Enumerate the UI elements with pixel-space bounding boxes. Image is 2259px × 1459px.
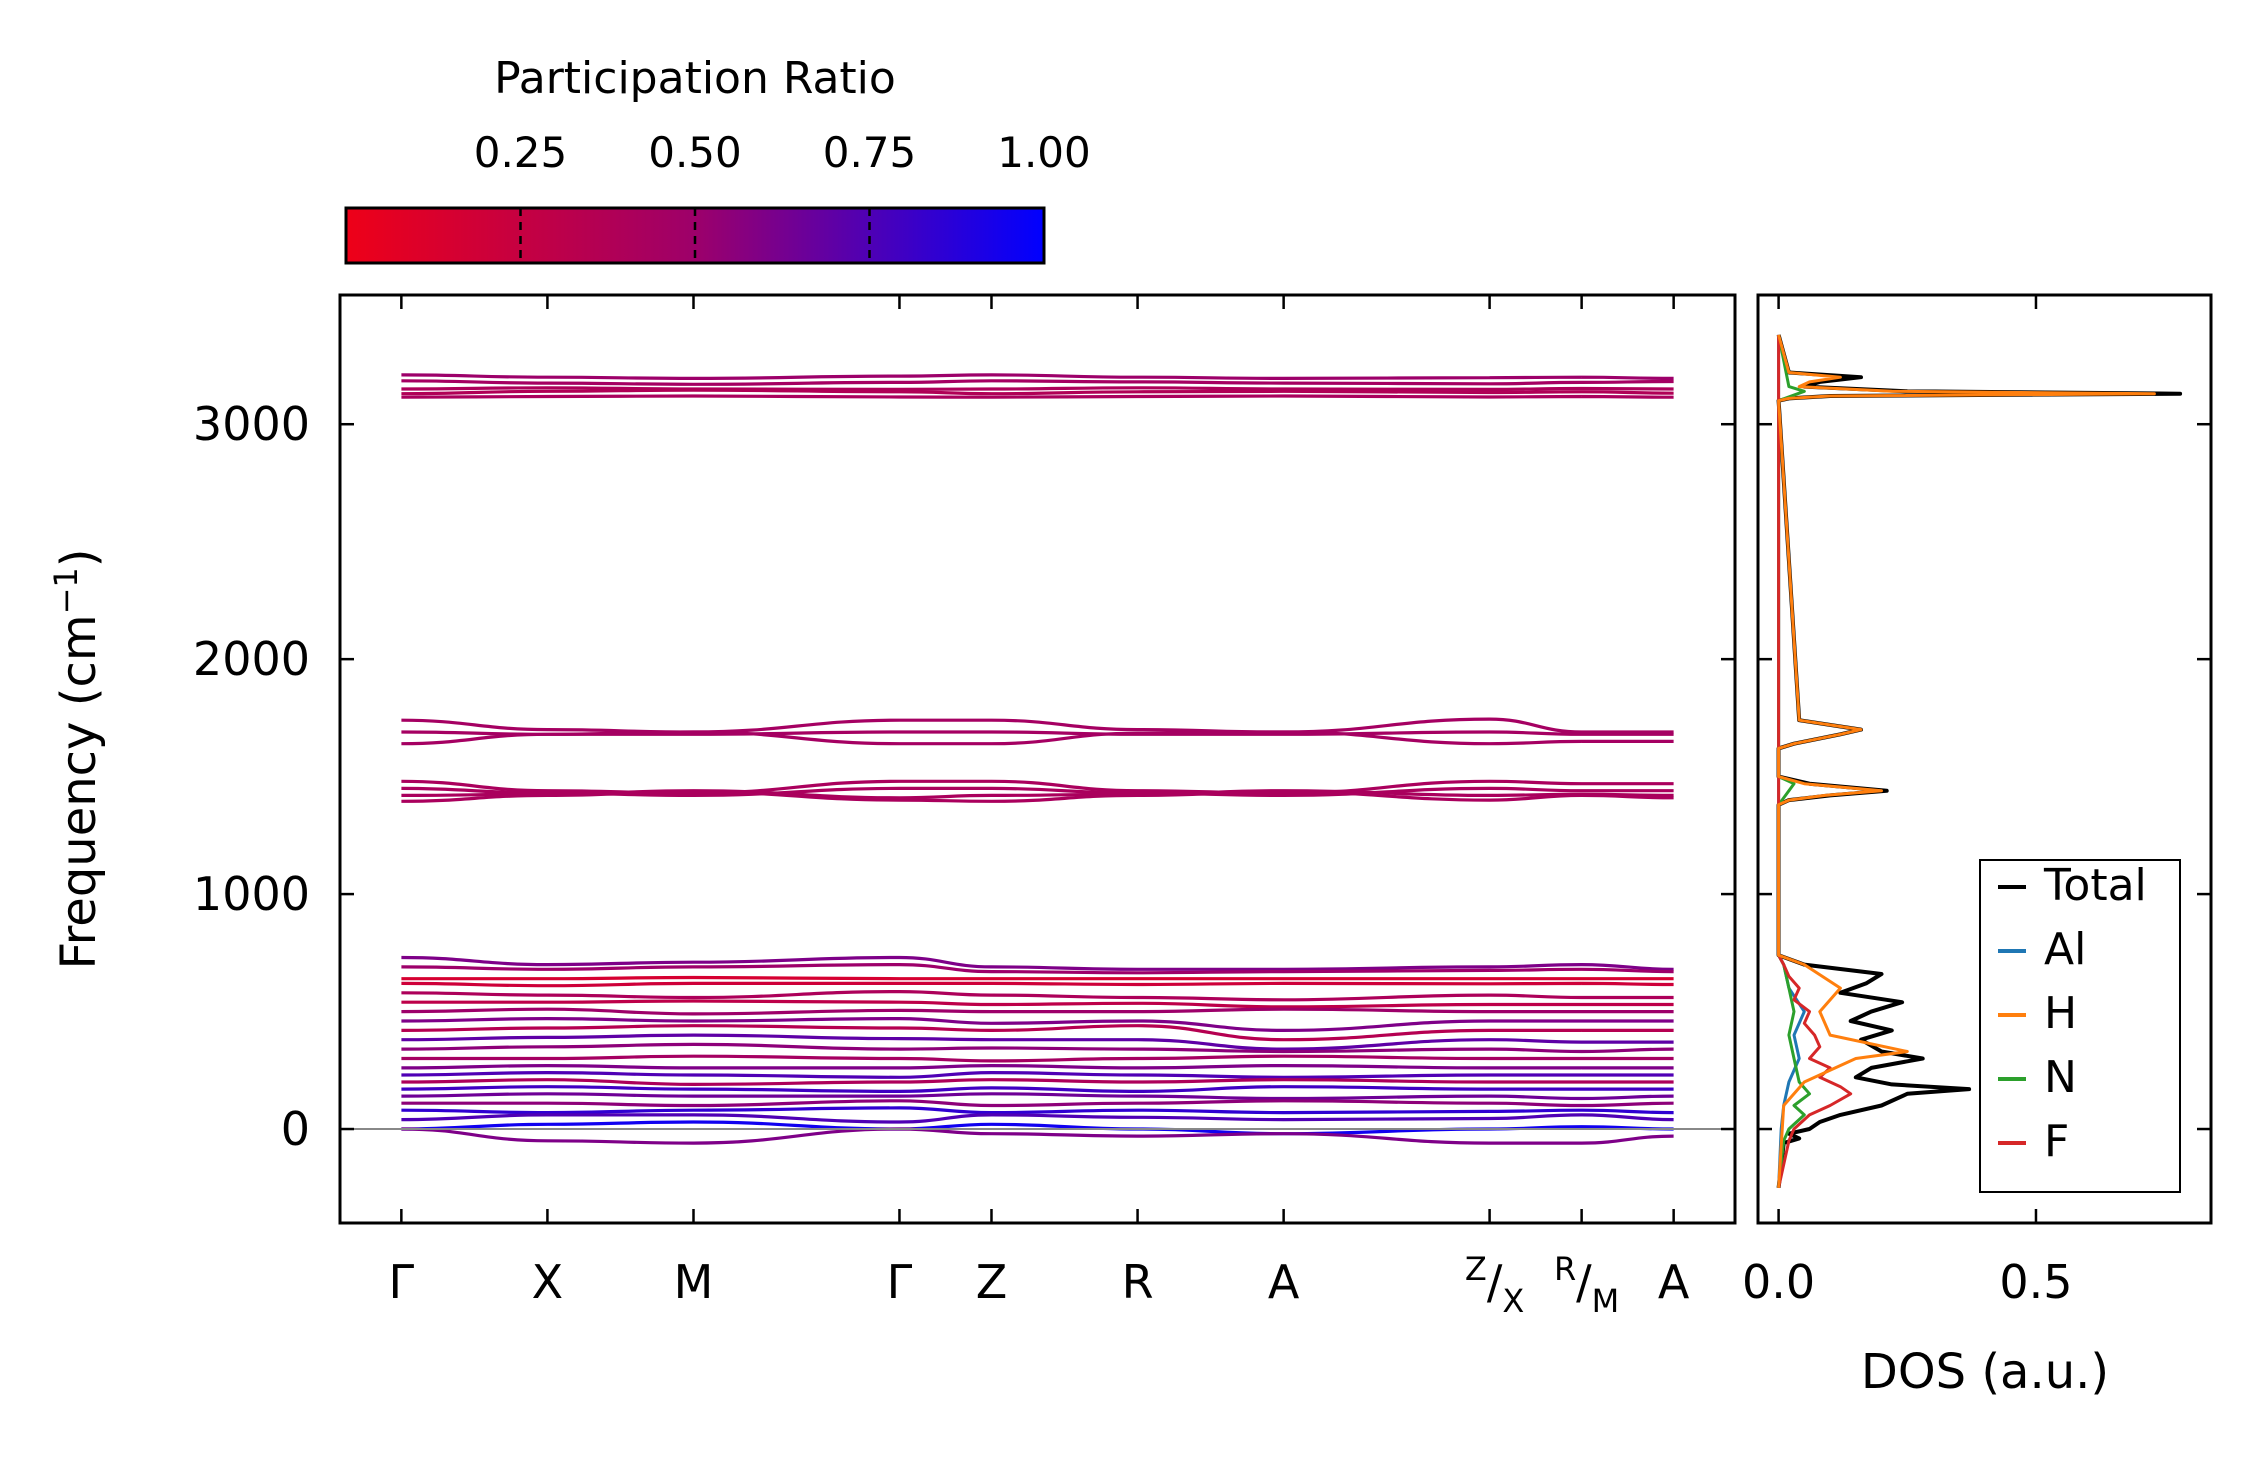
phonon-band: [401, 730, 1674, 746]
kpath-label: R/M: [1554, 1250, 1619, 1320]
phonon-band: [401, 1042, 1674, 1054]
frequency-axis-label: Frequency (cm−1): [47, 548, 107, 969]
dos-tick-label: 0.0: [1742, 1255, 1815, 1309]
dos-series-f: [1777, 334, 1853, 1189]
phonon-band: [401, 386, 1674, 392]
phonon-band: [401, 1033, 1674, 1051]
kpath-label: X: [532, 1255, 564, 1309]
phonon-band: [401, 962, 1674, 975]
kpath-label: A: [1268, 1255, 1300, 1309]
phonon-band: [401, 1070, 1674, 1079]
kpath-labels: Γ X M Γ Z R A Z/X R/M A: [389, 1250, 1690, 1320]
phonon-band: [401, 1024, 1674, 1042]
phonon-band: [401, 1099, 1674, 1108]
legend-box: [1979, 859, 2181, 1193]
frequency-tick-label: 3000: [193, 397, 310, 451]
kpath-label: A: [1658, 1255, 1690, 1309]
phonon-band: [401, 394, 1674, 399]
legend-label-h: H: [2044, 988, 2077, 1039]
phonon-band: [401, 373, 1674, 381]
kpath-label: Γ: [389, 1255, 415, 1309]
band-axis-ticks: [340, 295, 1735, 1223]
phonon-band: [401, 1007, 1674, 1016]
band-axes-frame: [338, 293, 1737, 1225]
phonon-band: [401, 1106, 1674, 1115]
colorbar-ticks: 0.25 0.50 0.75 1.00: [474, 128, 1091, 263]
legend-label-f: F: [2044, 1116, 2069, 1167]
phonon-band: [401, 388, 1674, 396]
kpath-label: Z/X: [1465, 1250, 1524, 1320]
phonon-band: [401, 1016, 1674, 1033]
legend-label-al: Al: [2044, 924, 2086, 975]
phonon-band: [401, 1113, 1674, 1124]
colorbar-tick-label: 0.75: [823, 128, 917, 177]
phonon-band: [401, 981, 1674, 988]
dos-panel: 0.0 0.5 DOS (a.u.) Total Al HNF: [1742, 293, 2213, 1400]
phonon-band: [401, 790, 1674, 803]
colorbar-tick-label: 0.50: [648, 128, 742, 177]
band-lines: [401, 373, 1674, 1145]
dos-axes-frame: [1756, 293, 2213, 1225]
dos-tick-label: 0.5: [1999, 1255, 2072, 1309]
colorbar-title: Participation Ratio: [494, 53, 896, 104]
phonon-band: [401, 1054, 1674, 1063]
phonon-band: [401, 975, 1674, 981]
phonon-band: [401, 1063, 1674, 1070]
dos-axis-ticks: 0.0 0.5: [1742, 295, 2211, 1309]
colorbar-tick-label: 1.00: [997, 128, 1091, 177]
kpath-label: Z: [976, 1255, 1008, 1309]
dos-axis-label: DOS (a.u.): [1861, 1344, 2109, 1400]
dos-lines: [1776, 334, 2183, 1189]
phonon-band: [401, 1120, 1674, 1136]
kpath-label: M: [674, 1255, 714, 1309]
colorbar-tick-label: 0.25: [474, 128, 568, 177]
phonon-band: [401, 717, 1674, 734]
kpath-label: R: [1122, 1255, 1154, 1309]
dos-series-h: [1777, 334, 2156, 1188]
phonon-band: [401, 989, 1674, 1002]
legend-label-n: N: [2044, 1052, 2077, 1103]
phonon-band: [401, 999, 1674, 1009]
frequency-tick-labels: 0 1000 2000 3000: [193, 397, 310, 1156]
phonon-band: [401, 1127, 1674, 1145]
frequency-tick-label: 0: [281, 1102, 310, 1156]
dos-legend: Total Al HNF: [1979, 859, 2181, 1193]
phonon-band: [401, 1085, 1674, 1094]
legend-label-total: Total: [2043, 860, 2147, 911]
frequency-tick-label: 1000: [193, 867, 310, 921]
band-structure-panel: Γ X M Γ Z R A Z/X R/M A 0 1000 2000 3000 Frequency (…: [47, 293, 1737, 1320]
colorbar: Participation Ratio 0.25 0.50 0.75 1.00: [344, 53, 1091, 265]
phonon-band: [401, 955, 1674, 971]
phonon-band: [401, 1092, 1674, 1101]
phonon-band: [401, 379, 1674, 386]
kpath-label: Γ: [887, 1255, 913, 1309]
phonon-band: [401, 1078, 1674, 1087]
frequency-tick-label: 2000: [193, 632, 310, 686]
